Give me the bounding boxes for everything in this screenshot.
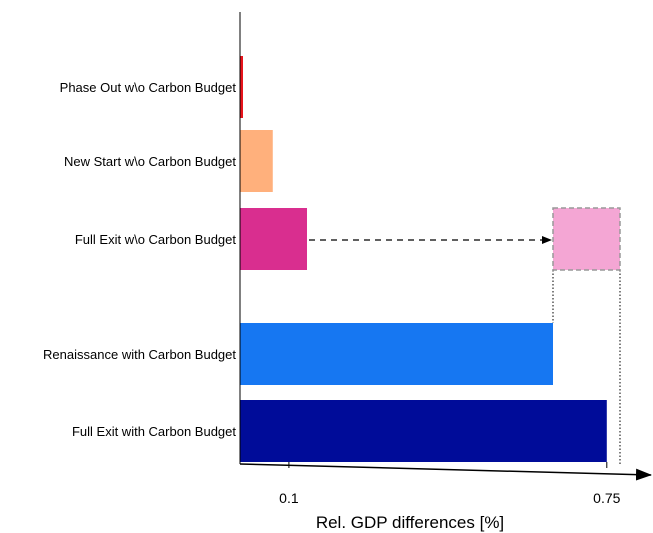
category-label-phase-out-w-o-carbon-budget: Phase Out w\o Carbon Budget (60, 80, 237, 95)
category-label-renaissance-with-carbon-budget: Renaissance with Carbon Budget (43, 347, 236, 362)
projection-guides (309, 236, 621, 464)
x-tick-label: 0.75 (593, 490, 620, 506)
category-labels: Phase Out w\o Carbon Budget New Start w\o… (43, 80, 236, 439)
bar-full-exit-with-carbon-budget (240, 400, 607, 462)
bar-full-exit-w-o-carbon-budget (240, 208, 308, 270)
x-tick-label: 0.1 (279, 490, 299, 506)
x-axis-line (239, 463, 652, 481)
bar-projected-full-exit (552, 207, 621, 271)
bar-renaissance-with-carbon-budget (240, 323, 553, 385)
category-label-new-start-w-o-carbon-budget: New Start w\o Carbon Budget (64, 154, 236, 169)
bar-new-start-w-o-carbon-budget (240, 130, 273, 192)
bar-phase-out-w-o-carbon-budget (240, 56, 243, 118)
x-ticks: 0.1 0.75 (279, 462, 621, 506)
category-label-full-exit-w-o-carbon-budget: Full Exit w\o Carbon Budget (75, 232, 237, 247)
x-axis-title: Rel. GDP differences [%] (316, 513, 504, 532)
category-label-full-exit-with-carbon-budget: Full Exit with Carbon Budget (72, 424, 236, 439)
bars-group (240, 56, 621, 462)
